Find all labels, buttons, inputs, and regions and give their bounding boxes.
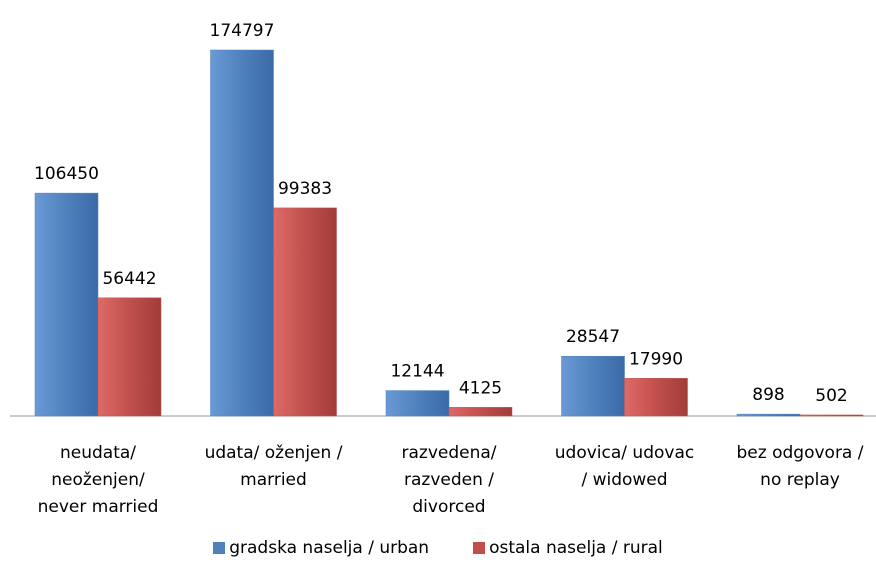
bar xyxy=(97,297,162,417)
data-label: 99383 xyxy=(278,179,332,199)
legend-label: gradska naselja / urban xyxy=(229,538,430,558)
data-label: 17990 xyxy=(629,349,683,369)
data-label: 106450 xyxy=(34,164,99,184)
legend-swatch xyxy=(473,542,486,554)
bar xyxy=(561,355,625,417)
x-tick-label: udovica/ udovac / widowed xyxy=(554,443,695,490)
data-label: 28547 xyxy=(566,327,620,347)
legend-item: gradska naselja / urban xyxy=(213,538,429,558)
legend: gradska naselja / urban ostala naselja / … xyxy=(0,538,876,558)
x-tick-label: bez odgovora / no replay xyxy=(736,443,864,490)
bar xyxy=(210,49,274,417)
data-label: 174797 xyxy=(210,21,275,41)
bar xyxy=(273,207,337,417)
legend-label: ostala naselja / rural xyxy=(489,538,663,558)
data-label: 502 xyxy=(815,386,847,406)
x-tick-label: udata/ oženjen / married xyxy=(204,443,343,490)
legend-swatch xyxy=(213,542,226,554)
x-tick-label: razvedena/ razveden / divorced xyxy=(401,443,497,517)
bar xyxy=(34,192,99,417)
bar xyxy=(385,390,450,417)
bar xyxy=(624,378,688,417)
x-tick-label: neudata/ neoženjen/ never married xyxy=(37,443,159,517)
data-label: 4125 xyxy=(459,378,502,398)
legend-item: ostala naselja / rural xyxy=(473,538,663,558)
data-label: 56442 xyxy=(102,269,156,289)
bar xyxy=(448,407,513,417)
data-label: 12144 xyxy=(390,362,444,382)
bar xyxy=(736,413,801,417)
bar xyxy=(799,414,864,417)
data-label: 898 xyxy=(752,385,784,405)
